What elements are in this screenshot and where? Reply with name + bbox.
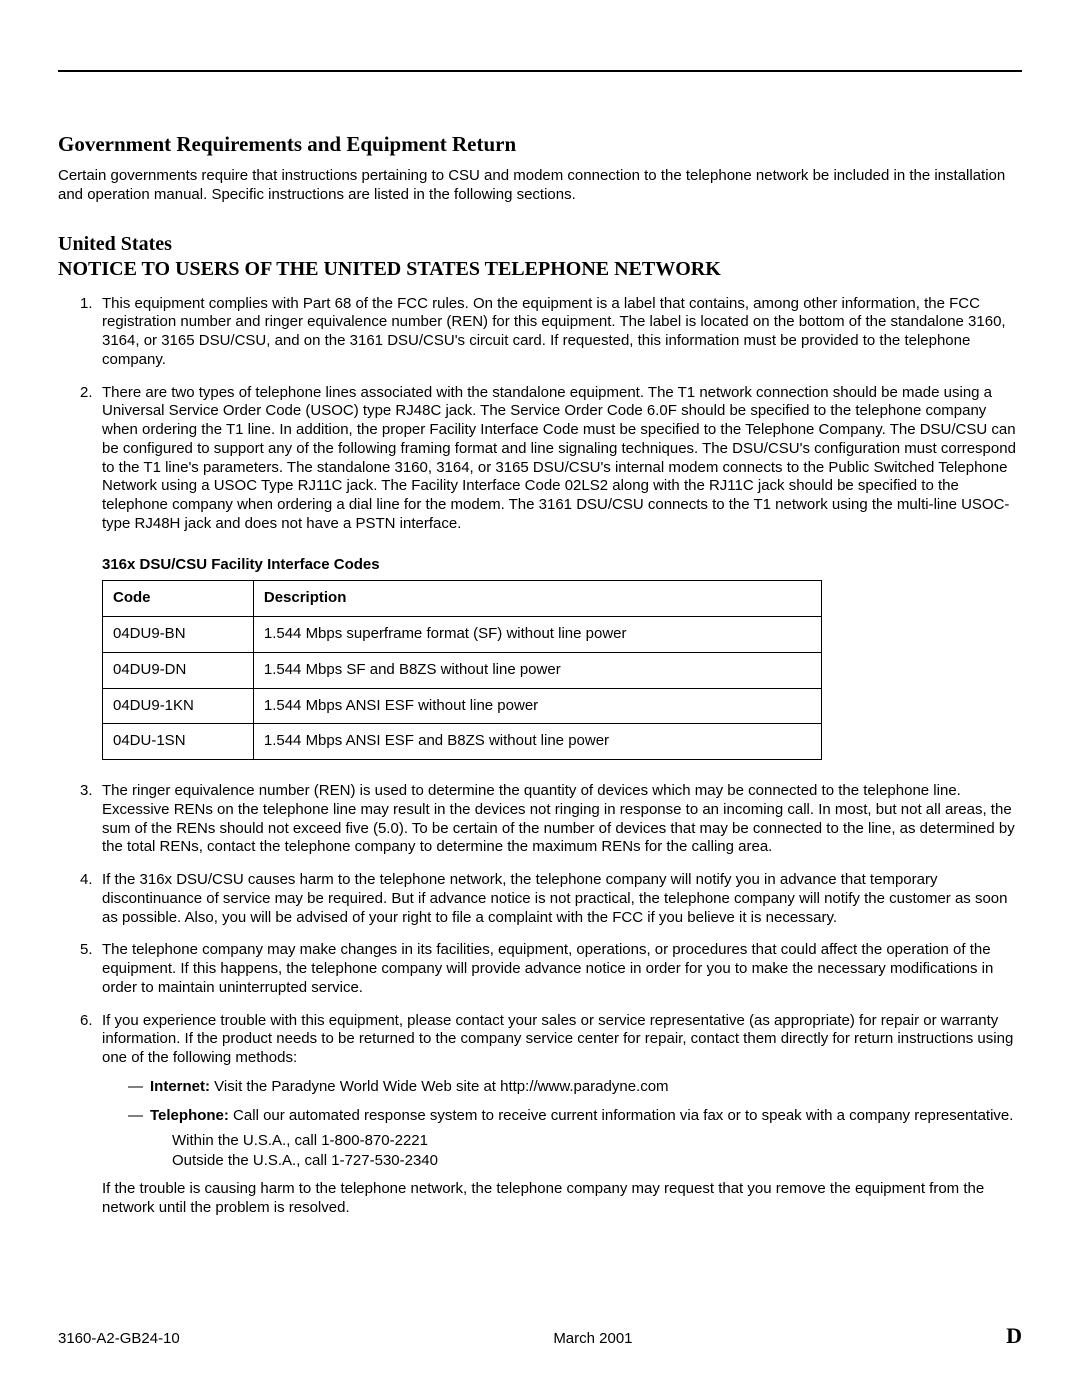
internet-text: Visit the Paradyne World Wide Web site a… — [210, 1078, 669, 1095]
table-cell-desc: 1.544 Mbps SF and B8ZS without line powe… — [253, 652, 821, 688]
numbered-list: This equipment complies with Part 68 of … — [58, 295, 1022, 1218]
list-item: If the 316x DSU/CSU causes harm to the t… — [80, 871, 1022, 927]
telephone-label: Telephone: — [150, 1107, 229, 1124]
intro-paragraph: Certain governments require that instruc… — [58, 167, 1022, 205]
list-item: The ringer equivalence number (REN) is u… — [80, 782, 1022, 857]
top-rule — [58, 70, 1022, 72]
table-header-row: Code Description — [103, 581, 822, 617]
table-header-code: Code — [103, 581, 254, 617]
list-item-text: The telephone company may make changes i… — [102, 941, 993, 996]
table-row: 04DU9-BN 1.544 Mbps superframe format (S… — [103, 617, 822, 653]
contact-telephone: Telephone: Call our automated response s… — [128, 1107, 1022, 1171]
phone-us: Within the U.S.A., call 1-800-870-2221 — [172, 1131, 1022, 1151]
trouble-note: If the trouble is causing harm to the te… — [102, 1180, 1022, 1218]
notice-heading: NOTICE TO USERS OF THE UNITED STATES TEL… — [58, 258, 1022, 281]
footer-date: March 2001 — [553, 1330, 632, 1347]
table-cell-code: 04DU9-BN — [103, 617, 254, 653]
table-cell-code: 04DU9-1KN — [103, 688, 254, 724]
list-item-text: If you experience trouble with this equi… — [102, 1012, 1013, 1067]
footer-docnum: 3160-A2-GB24-10 — [58, 1330, 180, 1347]
page-footer: 3160-A2-GB24-10 March 2001 D — [58, 1323, 1022, 1349]
phone-outside: Outside the U.S.A., call 1-727-530-2340 — [172, 1151, 1022, 1171]
list-item-text: If the 316x DSU/CSU causes harm to the t… — [102, 871, 1008, 926]
table-header-desc: Description — [253, 581, 821, 617]
list-item-text: This equipment complies with Part 68 of … — [102, 295, 1006, 368]
contact-internet: Internet: Visit the Paradyne World Wide … — [128, 1078, 1022, 1097]
list-item: There are two types of telephone lines a… — [80, 384, 1022, 761]
contact-methods-list: Internet: Visit the Paradyne World Wide … — [102, 1078, 1022, 1171]
table-cell-code: 04DU9-DN — [103, 652, 254, 688]
internet-label: Internet: — [150, 1078, 210, 1095]
table-caption: 316x DSU/CSU Facility Interface Codes — [102, 556, 1022, 575]
table-cell-desc: 1.544 Mbps superframe format (SF) withou… — [253, 617, 821, 653]
list-item: The telephone company may make changes i… — [80, 941, 1022, 997]
table-cell-desc: 1.544 Mbps ANSI ESF without line power — [253, 688, 821, 724]
list-item-text: The ringer equivalence number (REN) is u… — [102, 782, 1015, 855]
table-row: 04DU9-1KN 1.544 Mbps ANSI ESF without li… — [103, 688, 822, 724]
list-item: If you experience trouble with this equi… — [80, 1012, 1022, 1218]
phone-numbers: Within the U.S.A., call 1-800-870-2221 O… — [150, 1131, 1022, 1170]
facility-codes-table: Code Description 04DU9-BN 1.544 Mbps sup… — [102, 580, 822, 760]
list-item-text: There are two types of telephone lines a… — [102, 384, 1016, 532]
table-row: 04DU-1SN 1.544 Mbps ANSI ESF and B8ZS wi… — [103, 724, 822, 760]
footer-page: D — [1006, 1323, 1022, 1349]
table-cell-desc: 1.544 Mbps ANSI ESF and B8ZS without lin… — [253, 724, 821, 760]
table-cell-code: 04DU-1SN — [103, 724, 254, 760]
list-item: This equipment complies with Part 68 of … — [80, 295, 1022, 370]
table-row: 04DU9-DN 1.544 Mbps SF and B8ZS without … — [103, 652, 822, 688]
telephone-text: Call our automated response system to re… — [229, 1107, 1014, 1124]
sub-heading: United States — [58, 233, 1022, 256]
section-title: Government Requirements and Equipment Re… — [58, 132, 1022, 157]
